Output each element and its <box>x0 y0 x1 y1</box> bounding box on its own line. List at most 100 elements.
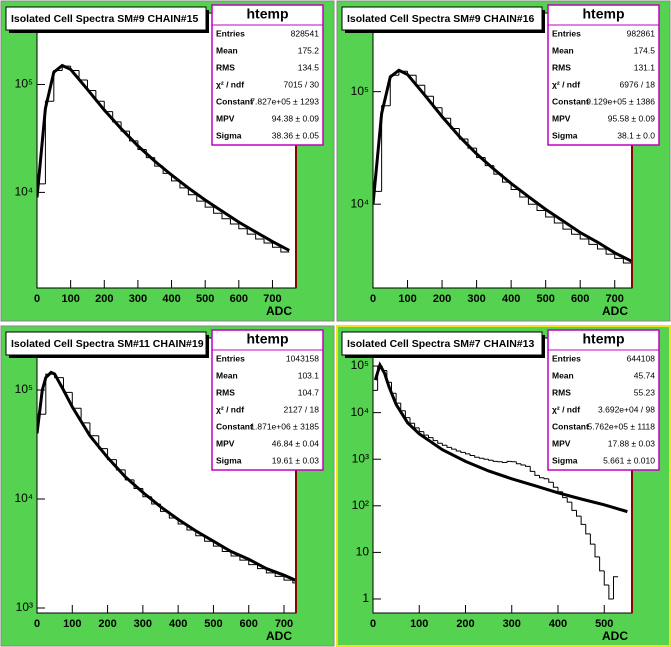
stats-name: χ² / ndf <box>216 404 244 414</box>
histogram-bin <box>204 201 214 208</box>
histogram-bin <box>196 194 206 202</box>
x-tick-label: 0 <box>34 618 40 630</box>
stats-name: Constant <box>552 96 589 106</box>
x-axis-label: ADC <box>266 629 292 643</box>
stats-value: 134.5 <box>298 62 320 72</box>
histogram-bin <box>589 533 595 545</box>
x-tick-label: 400 <box>169 618 187 630</box>
histogram-bin <box>124 469 135 481</box>
x-tick-label: 500 <box>536 293 554 305</box>
stats-value: 103.1 <box>298 370 320 380</box>
histogram-bin <box>255 234 265 240</box>
y-tick-label: 10² <box>352 498 369 512</box>
stats-name: Entries <box>552 28 581 38</box>
stats-name: Mean <box>552 370 574 380</box>
x-tick-label: 300 <box>467 293 485 305</box>
histogram-bin <box>552 482 558 488</box>
title-box <box>341 6 543 31</box>
fit-curve <box>373 361 628 514</box>
chart-title: Isolated Cell Spectra SM#11 CHAIN#19 <box>11 338 204 350</box>
stats-value: 104.7 <box>298 387 320 397</box>
histogram-bin <box>44 100 54 184</box>
stats-name: Sigma <box>216 455 242 465</box>
stats-value: 95.58 ± 0.09 <box>608 113 655 123</box>
y-tick-label: 10⁵ <box>15 77 33 91</box>
histogram-bin <box>292 580 296 584</box>
histogram-bin <box>529 466 535 472</box>
histogram-bin <box>588 239 598 245</box>
stats-value: 17.88 ± 0.03 <box>608 438 655 448</box>
stats-name: MPV <box>552 438 571 448</box>
x-axis-label: ADC <box>602 629 628 643</box>
y-tick-label: 10⁵ <box>351 84 369 98</box>
histogram-bin <box>543 477 549 480</box>
histogram-bin <box>432 437 438 442</box>
y-tick-label: 10 <box>356 545 370 559</box>
stats-name: RMS <box>216 62 235 72</box>
y-tick-label: 10⁴ <box>14 491 33 505</box>
y-tick-label: 10⁵ <box>15 382 33 396</box>
stats-name: Mean <box>216 45 238 55</box>
histogram-bin <box>455 449 461 452</box>
histogram-bin <box>238 223 248 230</box>
stats-name: Constant <box>216 421 253 431</box>
histogram-bin <box>580 516 586 525</box>
histogram-bin <box>437 440 443 444</box>
histogram-bin <box>221 213 231 220</box>
chart-title: Isolated Cell Spectra SM#9 CHAIN#16 <box>347 13 534 25</box>
plot-area <box>373 361 628 613</box>
stats-box <box>547 4 660 146</box>
x-axis-label: ADC <box>602 304 628 318</box>
histogram-bin <box>562 223 572 230</box>
x-tick-label: 500 <box>595 618 613 630</box>
stats-title: htemp <box>583 331 625 347</box>
stats-name: Mean <box>552 45 574 55</box>
stats-value: 644108 <box>627 353 656 363</box>
stats-name: Entries <box>552 353 581 363</box>
histogram-bin <box>576 510 582 517</box>
stats-value: 131.1 <box>634 62 656 72</box>
stats-name: Constant <box>552 421 589 431</box>
stats-name: Mean <box>216 370 238 380</box>
histogram-bin <box>608 584 614 600</box>
histogram-bin <box>594 544 600 558</box>
stats-name: χ² / ndf <box>216 79 244 89</box>
stats-value: 828541 <box>291 28 320 38</box>
x-tick-label: 400 <box>502 293 520 305</box>
stats-name: Entries <box>216 28 245 38</box>
stats-name: Sigma <box>216 130 242 140</box>
x-tick-label: 100 <box>63 618 81 630</box>
stats-title: htemp <box>247 6 289 22</box>
histogram-bin <box>553 216 563 224</box>
histogram-bin <box>585 524 591 535</box>
stats-name: RMS <box>216 387 235 397</box>
y-tick-label: 10⁵ <box>351 358 369 372</box>
histogram-bin <box>418 427 424 433</box>
histogram-bin <box>492 460 498 462</box>
histogram-bin <box>515 461 521 465</box>
fit-curve <box>37 370 296 583</box>
histogram-bin <box>520 463 526 466</box>
x-tick-label: 200 <box>456 618 474 630</box>
x-tick-label: 700 <box>275 618 293 630</box>
stats-value: 7.827e+05 ± 1293 <box>250 96 319 106</box>
histogram-bin <box>451 447 457 450</box>
histogram-bin <box>469 453 475 457</box>
x-tick-label: 600 <box>240 618 258 630</box>
stats-value: 6976 / 18 <box>620 79 656 89</box>
histogram-bin <box>37 183 46 288</box>
x-tick-label: 700 <box>263 293 281 305</box>
histogram-bin <box>373 389 378 613</box>
title-box <box>341 331 543 356</box>
stats-name: MPV <box>552 113 571 123</box>
stats-name: Entries <box>216 353 245 363</box>
stats-name: RMS <box>552 387 571 397</box>
chart-title: Isolated Cell Spectra SM#7 CHAIN#13 <box>347 338 534 350</box>
stats-value: 5.661 ± 0.010 <box>603 455 655 465</box>
histogram-bin <box>283 576 293 581</box>
histogram-bin <box>187 187 197 196</box>
x-tick-label: 200 <box>95 293 113 305</box>
